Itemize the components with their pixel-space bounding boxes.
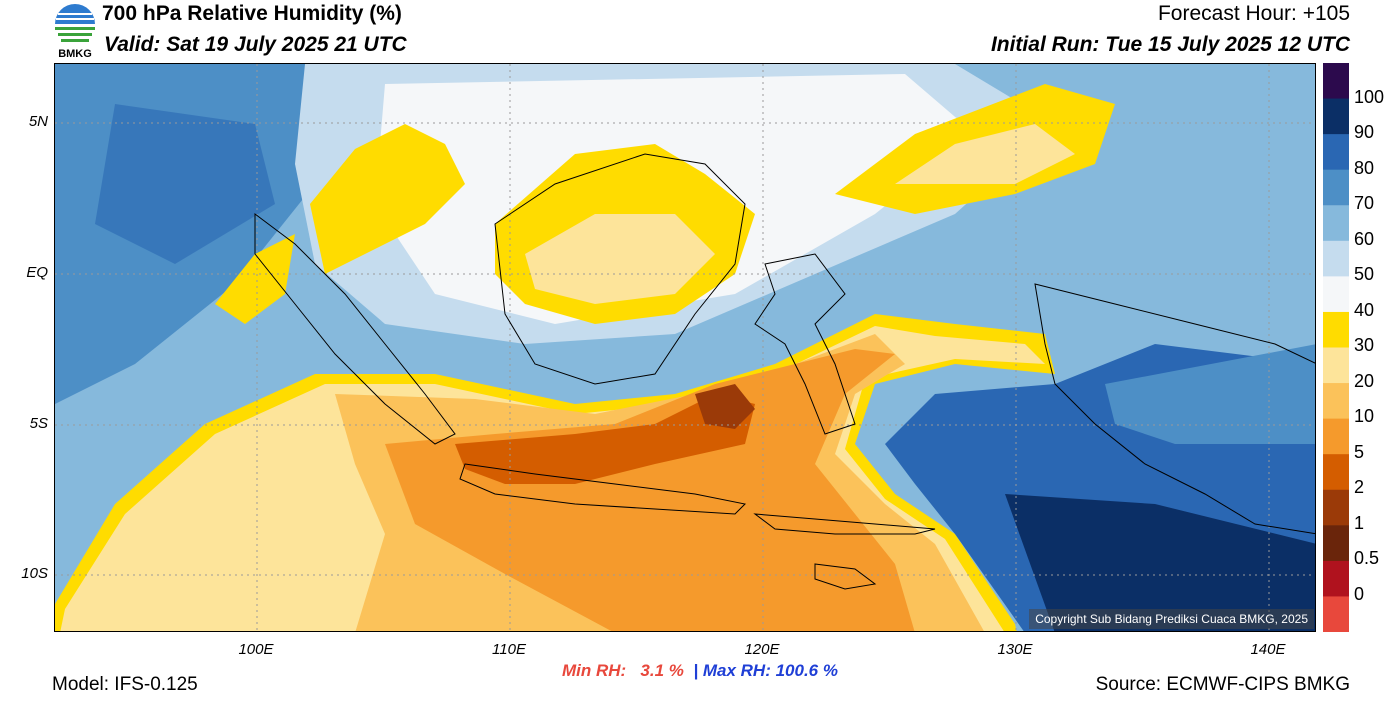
colorbar	[1323, 63, 1349, 632]
model-info: Model: IFS-0.125	[52, 674, 198, 695]
colorbar-segment	[1323, 311, 1349, 349]
min-rh-label: Min RH:	[562, 661, 627, 680]
colorbar-label: 5	[1354, 442, 1365, 462]
timor-outline	[814, 563, 877, 590]
colorbar-label: 60	[1354, 229, 1375, 249]
lat-label-5s: 5S	[29, 415, 48, 432]
java-outline	[459, 463, 747, 515]
lon-label-140e: 140E	[1250, 641, 1286, 658]
java-sea-2-5-region	[455, 394, 755, 484]
colorbar-segment	[1323, 596, 1349, 632]
new-guinea-region	[1105, 344, 1315, 444]
max-rh-label: Max RH:	[702, 661, 771, 680]
logo-text: BMKG	[58, 48, 92, 60]
colorbar-segment	[1323, 205, 1349, 242]
initial-run: Initial Run: Tue 15 July 2025 12 UTC	[990, 33, 1350, 56]
source-info: Source: ECMWF-CIPS BMKG	[1095, 674, 1350, 695]
rh-stats: Min RH: 3.1 % | Max RH: 100.6 %	[0, 661, 1400, 681]
colorbar-label: 100	[1354, 87, 1385, 107]
sulawesi-outline	[754, 253, 856, 435]
forecast-hour: Forecast Hour: +105	[1157, 2, 1350, 25]
java-sea-core	[695, 384, 755, 429]
lon-label-100e: 100E	[238, 641, 274, 658]
colorbar-segment	[1323, 276, 1349, 313]
colorbar-label: 2	[1354, 477, 1365, 497]
stats-separator: |	[693, 661, 699, 680]
yellow-patch-2	[215, 234, 295, 324]
colorbar-segment	[1323, 418, 1349, 455]
colorbar-segment	[1323, 383, 1349, 420]
colorbar-label: 20	[1354, 371, 1375, 391]
min-rh-value: 3.1 %	[640, 661, 684, 680]
map-area	[54, 63, 1316, 632]
pale-orange-borneo	[525, 214, 715, 304]
lat-label-5n: 5N	[28, 113, 48, 130]
colorbar-label: 80	[1354, 158, 1375, 178]
lon-label-120e: 120E	[744, 641, 780, 658]
southeast-humid-core	[1005, 494, 1315, 631]
pale-orange-ne	[895, 124, 1075, 184]
colorbar-label: 90	[1354, 122, 1375, 142]
colorbar-label: 50	[1354, 264, 1375, 284]
colorbar-label: 10	[1354, 406, 1375, 426]
coastlines	[254, 153, 1315, 590]
colorbar-segment	[1323, 560, 1349, 598]
yellow-patch-1	[310, 124, 465, 274]
colorbar-segment	[1323, 454, 1349, 491]
sumatra-outline	[254, 213, 456, 445]
humidity-field-map	[55, 64, 1315, 631]
grid-lines	[55, 64, 1315, 631]
colorbar-segment	[1323, 347, 1349, 384]
south-5-10-region	[385, 349, 915, 631]
colorbar-label: 0.5	[1354, 548, 1380, 568]
colorbar-label: 40	[1354, 300, 1375, 320]
west-humid-core	[95, 104, 275, 264]
valid-time: Valid: Sat 19 July 2025 21 UTC	[104, 33, 407, 56]
colorbar-segment	[1323, 134, 1349, 171]
colorbar-segment	[1323, 240, 1349, 277]
colorbar-segment	[1323, 98, 1349, 135]
bmkg-logo: BMKG	[52, 2, 98, 60]
colorbar-label: 70	[1354, 193, 1375, 213]
copyright-notice: Copyright Sub Bidang Prediksi Cuaca BMKG…	[1029, 609, 1314, 629]
lon-label-110e: 110E	[492, 641, 526, 658]
colorbar-label: 30	[1354, 335, 1375, 355]
colorbar-segment	[1323, 169, 1349, 206]
nusa-tenggara-outline	[753, 513, 936, 535]
colorbar-label: 0	[1354, 584, 1365, 604]
colorbar-segment	[1323, 489, 1349, 526]
max-rh-value: 100.6 %	[775, 661, 838, 680]
lat-label-eq: EQ	[26, 264, 48, 281]
colorbar-segment	[1323, 525, 1349, 562]
colorbar-label: 1	[1354, 513, 1365, 533]
lon-label-130e: 130E	[997, 641, 1033, 658]
map-title: 700 hPa Relative Humidity (%)	[102, 2, 402, 25]
colorbar-segment	[1323, 63, 1349, 100]
lat-label-10s: 10S	[21, 565, 48, 582]
new-guinea-outline	[1034, 283, 1315, 535]
borneo-outline	[494, 153, 746, 385]
